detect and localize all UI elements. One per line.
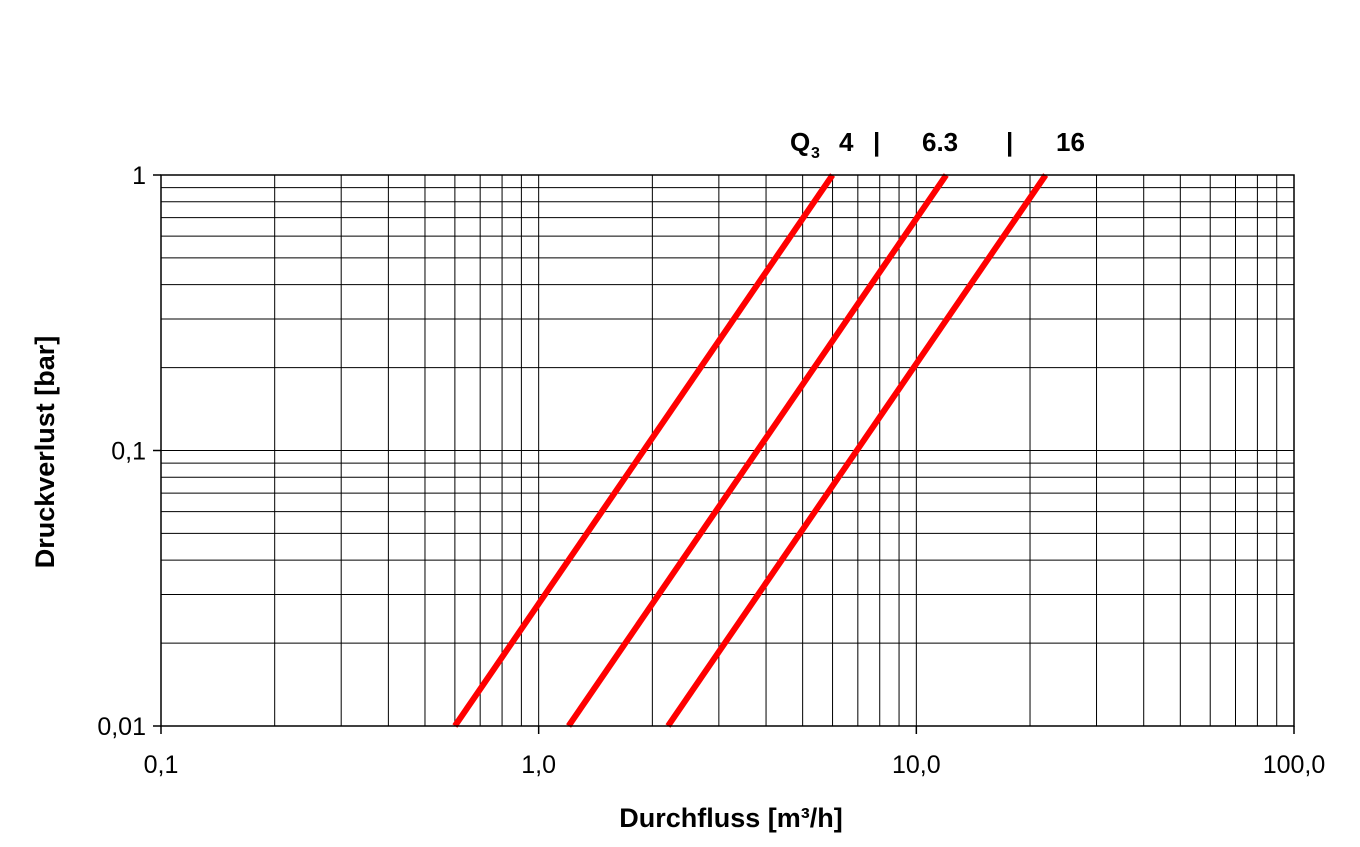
y-tick-labels: 0,01 0,1 1 [97, 162, 161, 741]
legend-prefix-subscript: 3 [811, 145, 820, 162]
legend-item-4: 4 [839, 127, 854, 157]
y-axis-title: Druckverlust [bar] [30, 336, 60, 569]
series-lines [452, 173, 1049, 728]
legend-separator-1: | [873, 127, 880, 157]
x-tick-label: 1,0 [521, 751, 556, 779]
y-tick-label: 0,1 [111, 438, 146, 466]
legend: Q 3 4 | 6.3 | 16 [790, 127, 1085, 162]
series-line-6-3 [566, 173, 949, 728]
y-tick-label: 0,01 [97, 713, 146, 741]
series-line-4 [452, 173, 836, 728]
x-tick-label: 100,0 [1263, 751, 1326, 779]
legend-prefix: Q [790, 127, 810, 157]
y-tick-label: 1 [132, 162, 146, 190]
series-line-16 [665, 173, 1049, 728]
legend-separator-2: | [1006, 127, 1013, 157]
x-tick-label: 10,0 [892, 751, 941, 779]
legend-item-16: 16 [1056, 127, 1085, 157]
x-tick-labels: 0,1 1,0 10,0 100,0 [144, 726, 1326, 779]
x-tick-label: 0,1 [144, 751, 179, 779]
x-axis-title: Durchfluss [m³/h] [619, 803, 843, 833]
legend-item-6-3: 6.3 [922, 127, 958, 157]
grid [160, 175, 1294, 727]
